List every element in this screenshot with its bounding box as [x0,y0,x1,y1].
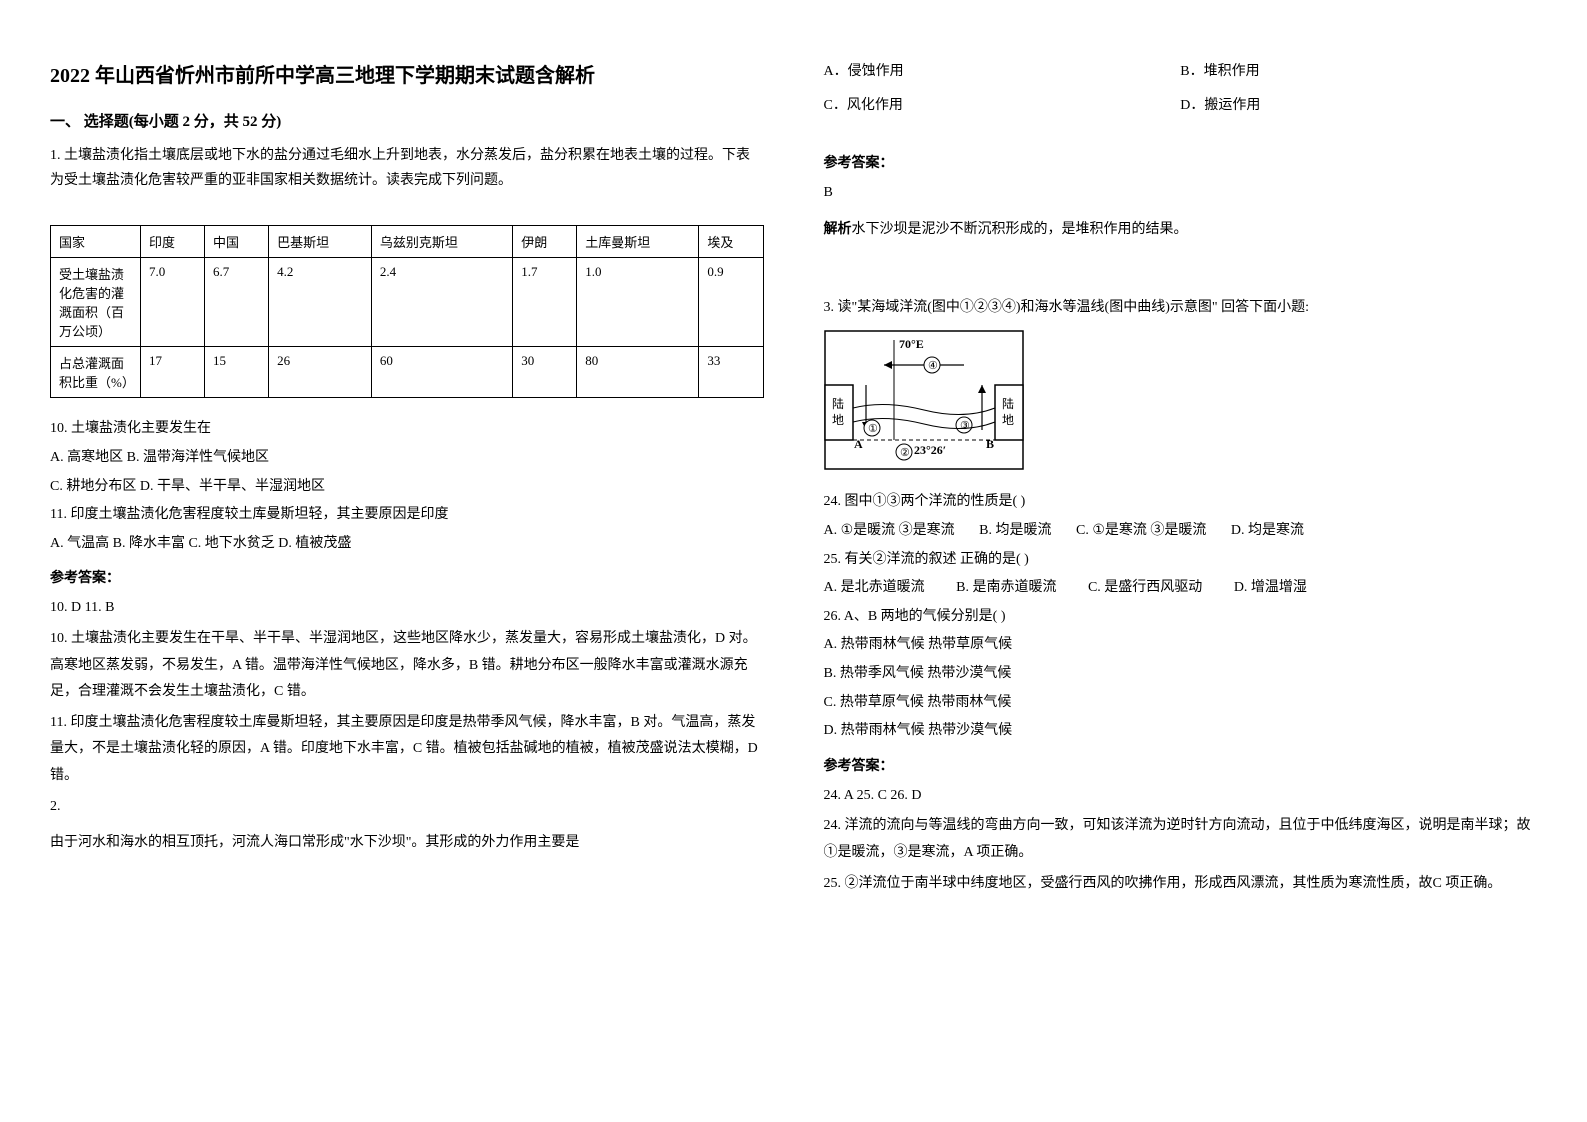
q1-sub11-opts: A. 气温高 B. 降水丰富 C. 地下水贫乏 D. 植被茂盛 [50,531,764,558]
svg-text:地: 地 [832,413,844,427]
q1-explain-10: 10. 土壤盐渍化主要发生在干旱、半干旱、半湿润地区，这些地区降水少，蒸发量大，… [50,626,764,706]
table-row: 国家 印度 中国 巴基斯坦 乌兹别克斯坦 伊朗 土库曼斯坦 埃及 [51,226,764,258]
q3-sub24: 24. 图中①③两个洋流的性质是( ) [824,489,1538,516]
q2-explain: 解析水下沙坝是泥沙不断沉积形成的，是堆积作用的结果。 [824,217,1538,244]
q1-stem: 1. 土壤盐渍化指土壤底层或地下水的盐分通过毛细水上升到地表，水分蒸发后，盐分积… [50,143,764,193]
q3-sub26: 26. A、B 两地的气候分别是( ) [824,604,1538,631]
row2-label: 占总灌溉面积比重（%） [51,347,141,398]
q2-stem: 由于河水和海水的相互顶托，河流人海口常形成"水下沙坝"。其形成的外力作用主要是 [50,830,764,855]
current-4-label: ④ [928,360,938,372]
q3-sub25: 25. 有关②洋流的叙述 正确的是( ) [824,547,1538,574]
q3-sub26-a: A. 热带雨林气候 热带草原气候 [824,632,1538,659]
q2-option-a: A．侵蚀作用 [824,60,1181,80]
table-row: 占总灌溉面积比重（%） 17 15 26 60 30 80 33 [51,347,764,398]
q3-answers: 24. A 25. C 26. D [824,783,1538,810]
longitude-label: 70°E [899,337,924,351]
q2-explain-text: 水下沙坝是泥沙不断沉积形成的，是堆积作用的结果。 [852,222,1188,237]
point-a-label: A [854,437,863,451]
ocean-current-diagram: 陆 地 陆 地 70°E 23°26′ ④ [824,330,1538,475]
point-b-label: B [986,437,994,451]
q1-sub10: 10. 土壤盐渍化主要发生在 [50,416,764,443]
q1-sub10-opts-ab: A. 高寒地区 B. 温带海洋性气候地区 [50,445,764,472]
answer-header: 参考答案： [824,755,1538,775]
section-1-header: 一、 选择题(每小题 2 分，共 52 分) [50,110,764,131]
current-3-label: ③ [960,420,970,432]
q1-answers: 10. D 11. B [50,595,764,622]
land-right-label: 陆 [1002,396,1014,411]
latitude-label: 23°26′ [914,443,946,457]
th-country: 国家 [51,226,141,258]
q2-number: 2. [50,794,764,821]
q3-sub25-opts: A. 是北赤道暖流 B. 是南赤道暖流 C. 是盛行西风驱动 D. 增温增湿 [824,575,1538,602]
current-2-label: ② [900,447,910,459]
answer-header: 参考答案： [50,567,764,587]
q1-sub11: 11. 印度土壤盐渍化危害程度较土库曼斯坦轻，其主要原因是印度 [50,502,764,529]
q2-answer: B [824,180,1538,207]
data-table-1: 国家 印度 中国 巴基斯坦 乌兹别克斯坦 伊朗 土库曼斯坦 埃及 受土壤盐渍化危… [50,225,764,398]
land-left-label: 陆 [832,396,844,411]
q3-sub26-b: B. 热带季风气候 热带沙漠气候 [824,661,1538,688]
q3-explain-24: 24. 洋流的流向与等温线的弯曲方向一致，可知该洋流为逆时针方向流动，且位于中低… [824,813,1538,866]
q1-explain-11: 11. 印度土壤盐渍化危害程度较土库曼斯坦轻，其主要原因是印度是热带季风气候，降… [50,710,764,790]
q2-option-b: B．堆积作用 [1180,60,1537,80]
q2-option-d: D．搬运作用 [1180,94,1537,114]
q1-sub10-opts-cd: C. 耕地分布区 D. 干旱、半干旱、半湿润地区 [50,474,764,501]
q3-stem: 3. 读"某海域洋流(图中①②③④)和海水等温线(图中曲线)示意图" 回答下面小… [824,295,1538,320]
answer-header: 参考答案： [824,152,1538,172]
q2-option-c: C．风化作用 [824,94,1181,114]
current-1-label: ① [868,423,878,435]
q3-sub24-opts: A. ①是暖流 ③是寒流 B. 均是暖流 C. ①是寒流 ③是暖流 D. 均是寒… [824,518,1538,545]
explain-label: 解析 [824,222,852,237]
q3-sub26-c: C. 热带草原气候 热带雨林气候 [824,690,1538,717]
row1-label: 受土壤盐渍化危害的灌溉面积（百万公顷） [51,258,141,347]
table-row: 受土壤盐渍化危害的灌溉面积（百万公顷） 7.0 6.7 4.2 2.4 1.7 … [51,258,764,347]
q3-sub26-d: D. 热带雨林气候 热带沙漠气候 [824,718,1538,745]
svg-text:地: 地 [1002,413,1014,427]
q3-explain-25: 25. ②洋流位于南半球中纬度地区，受盛行西风的吹拂作用，形成西风漂流，其性质为… [824,871,1538,898]
page-title: 2022 年山西省忻州市前所中学高三地理下学期期末试题含解析 [50,60,764,92]
